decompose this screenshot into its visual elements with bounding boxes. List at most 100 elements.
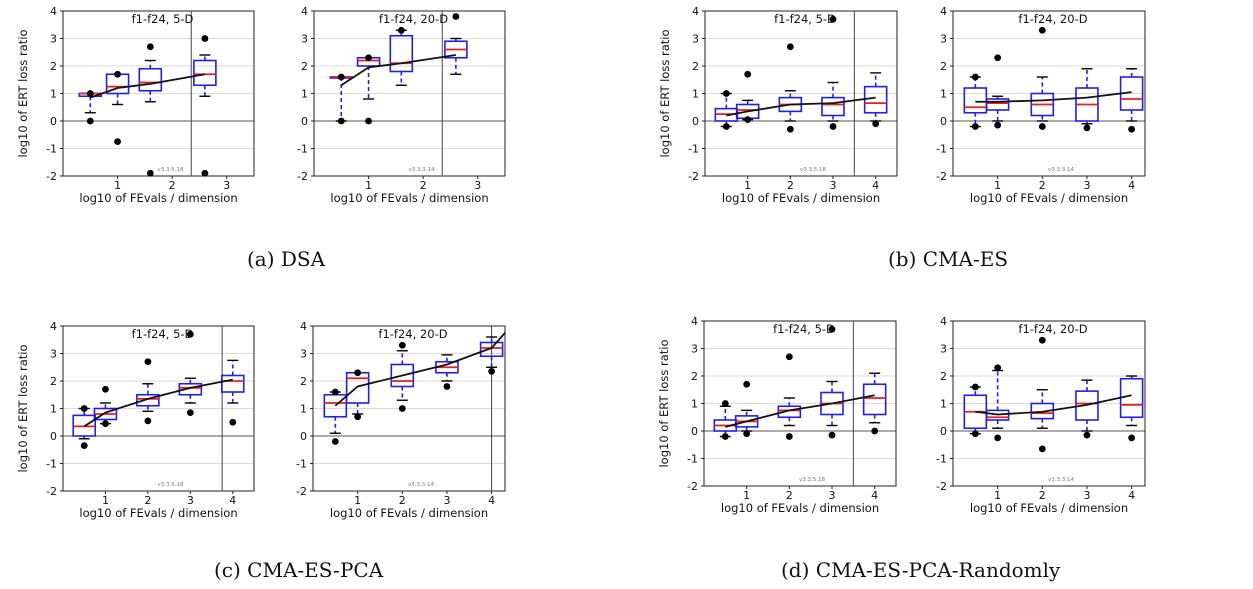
mean-line xyxy=(975,394,1132,416)
y-tick-label: 2 xyxy=(50,60,57,73)
outlier-point xyxy=(743,380,751,388)
y-tick-label: 1 xyxy=(50,403,57,416)
outlier-point xyxy=(828,325,836,333)
box-2 xyxy=(777,353,802,440)
y-tick-label: -2 xyxy=(936,170,947,183)
box-iqr xyxy=(389,34,414,73)
box-3 xyxy=(820,325,844,439)
y-axis-label: log10 of ERT loss ratio xyxy=(657,339,671,467)
y-tick-label: 0 xyxy=(940,425,947,438)
box-4 xyxy=(863,72,888,128)
box-iqr xyxy=(1119,377,1144,419)
box-iqr xyxy=(138,67,163,92)
chart-title: f1-f24, 5-D xyxy=(132,327,194,341)
x-tick-label: 3 xyxy=(829,489,836,502)
x-tick-label: 1 xyxy=(743,489,750,502)
chart-title: f1-f24, 5-D xyxy=(773,322,835,336)
outlier-point xyxy=(114,70,121,78)
y-tick-label: 0 xyxy=(940,115,947,128)
box-2 xyxy=(1030,26,1055,130)
box-iqr xyxy=(985,98,1010,111)
outlier-point xyxy=(971,383,979,391)
y-tick-label: 3 xyxy=(50,348,57,361)
box-2 xyxy=(136,358,160,425)
outlier-point xyxy=(146,43,154,51)
version-stamp: v3.3.5.18 xyxy=(799,477,825,483)
outlier-point xyxy=(186,330,194,338)
box-0 xyxy=(963,383,988,438)
y-tick-label: 4 xyxy=(301,5,308,18)
x-tick-label: 3 xyxy=(187,494,194,507)
outlier-point xyxy=(488,367,496,375)
y-tick-label: -2 xyxy=(936,480,947,493)
y-tick-label: 2 xyxy=(50,375,57,388)
x-tick-label: 2 xyxy=(1039,179,1046,192)
outlier-point xyxy=(337,117,345,125)
outlier-point xyxy=(397,26,405,34)
y-tick-label: 3 xyxy=(691,343,698,356)
box-3 xyxy=(1075,68,1099,132)
box-1 xyxy=(105,70,130,146)
outlier-point xyxy=(785,353,793,361)
x-tick-label: 4 xyxy=(488,494,495,507)
outlier-point xyxy=(331,438,339,445)
x-tick-label: 4 xyxy=(1128,179,1135,192)
box-4 xyxy=(1119,68,1144,133)
mean-line xyxy=(726,96,876,117)
y-tick-label: -2 xyxy=(688,170,699,183)
y-tick-label: 2 xyxy=(940,60,947,73)
x-axis-label: log10 of FEvals / dimension xyxy=(330,506,488,520)
outlier-point xyxy=(144,358,152,366)
outlier-point xyxy=(994,364,1002,372)
box-2 xyxy=(1030,336,1055,453)
outlier-point xyxy=(743,430,751,438)
box-3 xyxy=(178,330,203,417)
box-1 xyxy=(356,54,381,125)
outlier-point xyxy=(201,169,209,177)
x-tick-label: 1 xyxy=(114,179,121,192)
outlier-point xyxy=(971,73,979,81)
y-tick-label: 4 xyxy=(691,315,698,328)
box-iqr xyxy=(345,371,370,404)
box-3 xyxy=(821,15,845,130)
x-axis-label: log10 of FEvals / dimension xyxy=(79,191,237,205)
box-0 xyxy=(963,73,988,130)
y-tick-label: 3 xyxy=(940,343,947,356)
y-tick-label: 2 xyxy=(940,370,947,383)
outlier-point xyxy=(722,90,730,97)
outlier-point xyxy=(744,70,752,78)
y-tick-label: 3 xyxy=(692,33,699,46)
outlier-point xyxy=(971,430,979,438)
y-tick-label: 4 xyxy=(692,5,699,18)
y-tick-label: 1 xyxy=(300,403,307,416)
y-tick-label: 0 xyxy=(691,425,698,438)
x-tick-label: 3 xyxy=(443,494,450,507)
box-1 xyxy=(734,380,759,438)
x-tick-label: 1 xyxy=(354,494,361,507)
box-4 xyxy=(862,372,887,435)
y-tick-label: -2 xyxy=(46,170,57,183)
caption-d: (d) CMA-ES-PCA-Randomly xyxy=(781,558,1061,582)
y-tick-label: -2 xyxy=(297,170,308,183)
outlier-point xyxy=(144,417,152,425)
chart-title: f1-f24, 20-D xyxy=(379,12,448,26)
y-tick-label: -2 xyxy=(296,485,307,498)
y-tick-label: 0 xyxy=(50,115,57,128)
outlier-point xyxy=(365,117,372,125)
outlier-point xyxy=(785,433,793,440)
y-tick-label: 4 xyxy=(940,5,947,18)
x-tick-label: 3 xyxy=(1083,179,1090,192)
box-0 xyxy=(323,388,348,445)
box-3 xyxy=(435,354,459,390)
outlier-point xyxy=(828,431,836,439)
outlier-point xyxy=(872,120,880,128)
outlier-point xyxy=(994,434,1002,442)
outlier-point xyxy=(994,54,1002,62)
outlier-point xyxy=(1128,125,1136,133)
x-tick-label: 1 xyxy=(994,489,1001,502)
box-0 xyxy=(72,405,97,450)
y-tick-label: 3 xyxy=(50,33,57,46)
y-tick-label: -1 xyxy=(296,458,307,471)
